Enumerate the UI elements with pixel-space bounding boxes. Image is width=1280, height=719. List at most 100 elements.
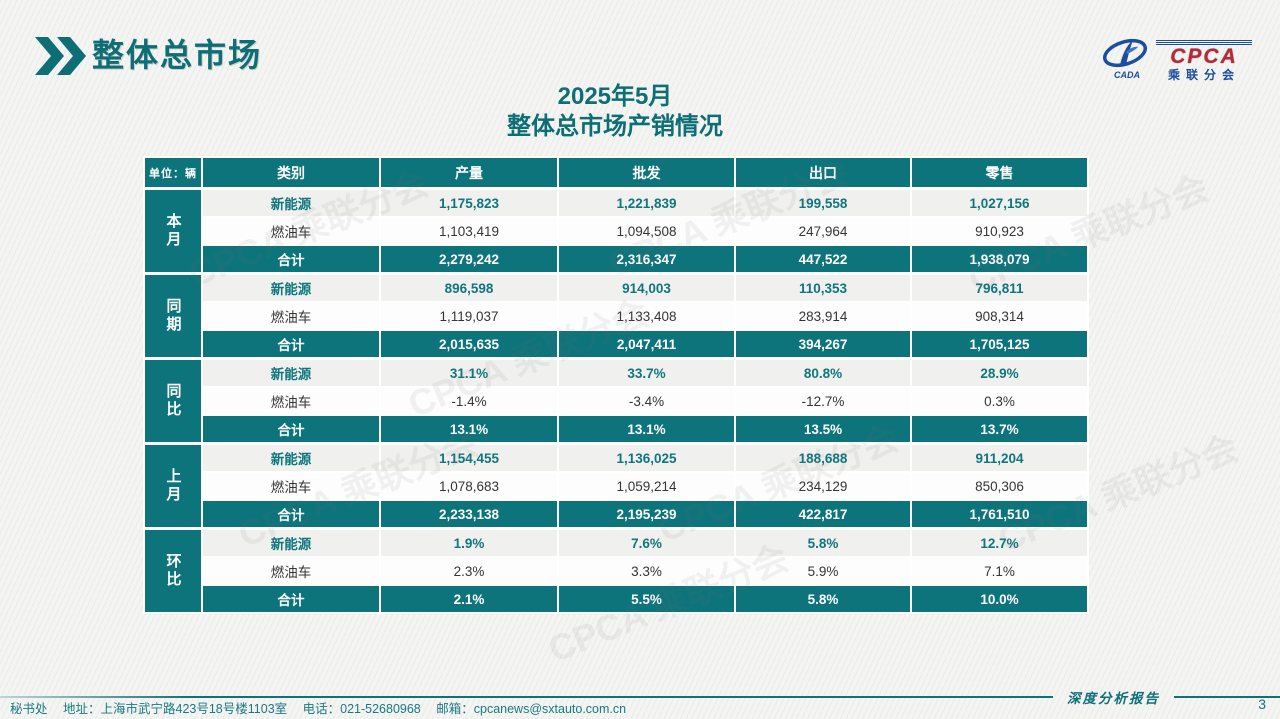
table-row: 环比 新能源 1.9% 7.6% 5.8% 12.7% [143, 527, 1089, 614]
category-cell: 新能源 [201, 442, 381, 473]
value-cell: 13.1% [379, 414, 559, 445]
category-cell: 燃油车 [201, 471, 381, 501]
category-cell: 新能源 [201, 357, 381, 388]
page-title: 整体总市场 [92, 37, 263, 73]
table-row: 燃油车 -1.4% -3.4% -12.7% 0.3% [144, 386, 1089, 416]
table-title-date: 2025年5月 [557, 83, 673, 110]
footer-address: 地址：上海市武宁路423号18号楼1103室 [63, 702, 288, 716]
value-cell: 1,027,156 [910, 187, 1089, 218]
row-group-label: 环比 [143, 527, 203, 614]
value-cell: 1,938,079 [910, 244, 1089, 275]
value-cell: 914,003 [557, 272, 736, 303]
value-cell: 447,522 [734, 244, 912, 275]
table-row: 本月 新能源 1,175,823 1,221,839 199,558 1,027… [143, 187, 1089, 275]
col-header-production: 产量 [379, 156, 559, 190]
cpca-logo: CADA CPCA 乘联分会 [1100, 36, 1252, 85]
category-cell: 燃油车 [201, 556, 381, 586]
col-header-category: 类别 [201, 156, 381, 190]
value-cell: 422,817 [734, 499, 912, 530]
value-cell: 911,204 [910, 442, 1089, 473]
value-cell: 1,705,125 [910, 329, 1089, 360]
value-cell: 1,136,025 [557, 442, 736, 473]
value-cell: 2,279,242 [379, 244, 559, 275]
value-cell: 283,914 [734, 301, 912, 331]
row-group-label: 上月 [143, 442, 203, 530]
double-chevron-icon [35, 37, 87, 80]
footer-email: 邮箱：cpcanews@sxtauto.com.cn [436, 702, 627, 716]
value-cell: 1,059,214 [557, 471, 736, 501]
value-cell: 5.8% [734, 527, 912, 558]
value-cell: 13.1% [557, 414, 736, 445]
value-cell: 33.7% [557, 357, 736, 388]
value-cell: 2,195,239 [557, 499, 736, 530]
value-cell: 13.5% [734, 414, 912, 445]
value-cell: 3.3% [557, 556, 736, 586]
value-cell: 1,154,455 [379, 442, 559, 473]
category-cell: 新能源 [201, 187, 381, 218]
category-cell: 合计 [201, 244, 381, 275]
value-cell: 2.3% [379, 556, 559, 586]
value-cell: 1,103,419 [379, 216, 559, 246]
table-row: 同比 新能源 31.1% 33.7% 80.8% 28.9% [143, 357, 1089, 445]
logo-stripes-top [1156, 39, 1252, 46]
table-header-row: 单位：辆 类别 产量 批发 出口 零售 [143, 156, 1089, 190]
category-cell: 合计 [201, 329, 381, 360]
value-cell: 12.7% [910, 527, 1089, 558]
cada-emblem-icon: CADA [1100, 36, 1150, 85]
value-cell: 7.6% [557, 527, 736, 558]
table-row: 上月 新能源 1,154,455 1,136,025 188,688 911,2… [143, 442, 1089, 530]
value-cell: 1,078,683 [379, 471, 559, 501]
cada-emblem-text: CADA [1114, 70, 1140, 80]
value-cell: 1,175,823 [379, 187, 559, 218]
table-row: 合计 2.1% 5.5% 5.8% 10.0% [144, 584, 1089, 614]
value-cell: 0.3% [910, 386, 1089, 416]
row-group-label: 同比 [143, 357, 203, 445]
table-row: 同期 新能源 896,598 914,003 110,353 796,811 [143, 272, 1089, 360]
value-cell: 234,129 [734, 471, 912, 501]
col-header-export: 出口 [734, 156, 912, 190]
table-row: 燃油车 2.3% 3.3% 5.9% 7.1% [144, 556, 1089, 586]
category-cell: 燃油车 [201, 216, 381, 246]
value-cell: 1,761,510 [910, 499, 1089, 530]
logo-text-cn: 乘联分会 [1167, 67, 1240, 82]
value-cell: 910,923 [910, 216, 1089, 246]
category-cell: 合计 [201, 499, 381, 530]
table-row: 燃油车 1,103,419 1,094,508 247,964 910,923 [144, 216, 1089, 246]
footer-line-left [0, 696, 1053, 698]
value-cell: 2,015,635 [379, 329, 559, 360]
value-cell: 796,811 [910, 272, 1089, 303]
value-cell: -12.7% [734, 386, 912, 416]
category-cell: 合计 [201, 414, 381, 445]
value-cell: 5.5% [557, 584, 736, 614]
value-cell: 1,221,839 [557, 187, 736, 218]
value-cell: 7.1% [910, 556, 1089, 586]
value-cell: 13.7% [910, 414, 1089, 445]
value-cell: 896,598 [379, 272, 559, 303]
table-row: 合计 2,015,635 2,047,411 394,267 1,705,125 [144, 329, 1089, 360]
value-cell: 5.9% [734, 556, 912, 586]
market-data-table: 单位：辆 类别 产量 批发 出口 零售 本月 新能源 1,175,823 1,2… [143, 156, 1089, 614]
col-header-wholesale: 批发 [557, 156, 736, 190]
table-title: 2025年5月 整体总市场产销情况 [143, 82, 1087, 142]
value-cell: 110,353 [734, 272, 912, 303]
footer-dept: 秘书处 [10, 702, 48, 716]
cpca-wordmark: CPCA 乘联分会 [1156, 39, 1252, 82]
footer-phone: 电话：021-52680968 [302, 702, 421, 716]
value-cell: 1,094,508 [557, 216, 736, 246]
value-cell: 10.0% [910, 584, 1089, 614]
value-cell: -1.4% [379, 386, 559, 416]
value-cell: 1.9% [379, 527, 559, 558]
value-cell: 247,964 [734, 216, 912, 246]
value-cell: 80.8% [734, 357, 912, 388]
table-row: 燃油车 1,078,683 1,059,214 234,129 850,306 [144, 471, 1089, 501]
table-row: 合计 13.1% 13.1% 13.5% 13.7% [144, 414, 1089, 445]
value-cell: 850,306 [910, 471, 1089, 501]
value-cell: 188,688 [734, 442, 912, 473]
value-cell: 2,316,347 [557, 244, 736, 275]
row-group-label: 同期 [143, 272, 203, 360]
value-cell: 5.8% [734, 584, 912, 614]
table-title-text: 整体总市场产销情况 [507, 113, 723, 140]
category-cell: 新能源 [201, 527, 381, 558]
value-cell: -3.4% [557, 386, 736, 416]
